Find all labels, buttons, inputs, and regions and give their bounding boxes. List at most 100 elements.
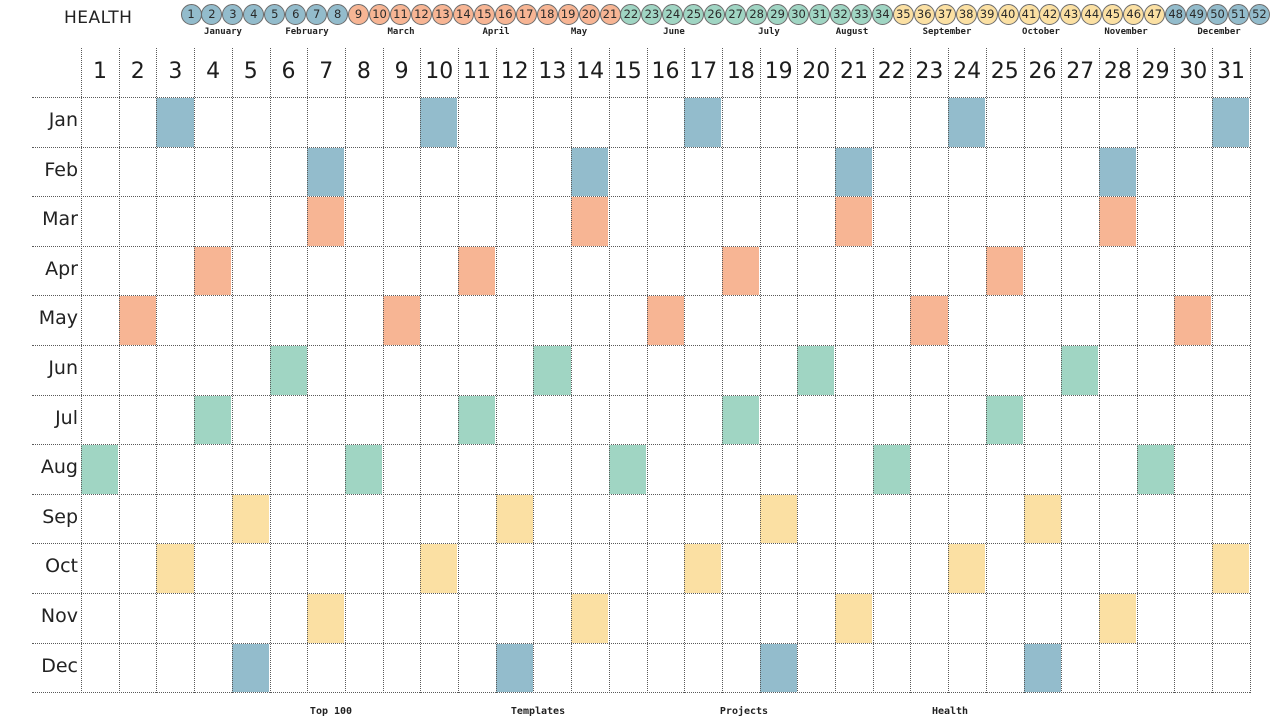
highlight-cell[interactable] bbox=[269, 346, 307, 395]
week-button[interactable]: 33 bbox=[850, 4, 872, 25]
week-button[interactable]: 35 bbox=[892, 4, 914, 25]
week-button[interactable]: 9 bbox=[348, 4, 370, 25]
highlight-cell[interactable] bbox=[382, 296, 420, 345]
month-link[interactable]: June bbox=[663, 27, 685, 37]
highlight-cell[interactable] bbox=[156, 98, 194, 147]
week-button[interactable]: 29 bbox=[767, 4, 789, 25]
week-button[interactable]: 2 bbox=[201, 4, 223, 25]
week-button[interactable]: 41 bbox=[1018, 4, 1040, 25]
highlight-cell[interactable] bbox=[608, 445, 646, 494]
week-button[interactable]: 48 bbox=[1165, 4, 1187, 25]
month-link[interactable]: September bbox=[922, 27, 972, 37]
week-button[interactable]: 38 bbox=[955, 4, 977, 25]
month-link[interactable]: May bbox=[570, 27, 588, 37]
week-button[interactable]: 17 bbox=[515, 4, 537, 25]
week-button[interactable]: 28 bbox=[746, 4, 768, 25]
highlight-cell[interactable] bbox=[420, 544, 458, 593]
highlight-cell[interactable] bbox=[646, 296, 684, 345]
highlight-cell[interactable] bbox=[948, 98, 986, 147]
highlight-cell[interactable] bbox=[948, 544, 986, 593]
highlight-cell[interactable] bbox=[118, 296, 156, 345]
week-button[interactable]: 6 bbox=[285, 4, 307, 25]
week-button[interactable]: 45 bbox=[1102, 4, 1124, 25]
month-link[interactable]: October bbox=[1022, 27, 1060, 37]
week-button[interactable]: 22 bbox=[620, 4, 642, 25]
month-link[interactable]: November bbox=[1104, 27, 1148, 37]
highlight-cell[interactable] bbox=[835, 147, 873, 197]
week-button[interactable]: 19 bbox=[557, 4, 579, 25]
week-button[interactable]: 7 bbox=[306, 4, 328, 25]
highlight-cell[interactable] bbox=[1212, 544, 1250, 593]
highlight-cell[interactable] bbox=[231, 643, 269, 693]
week-button[interactable]: 18 bbox=[536, 4, 558, 25]
week-button[interactable]: 14 bbox=[452, 4, 474, 25]
week-button[interactable]: 47 bbox=[1144, 4, 1166, 25]
highlight-cell[interactable] bbox=[1023, 643, 1061, 693]
month-link[interactable]: December bbox=[1197, 27, 1241, 37]
highlight-cell[interactable] bbox=[194, 395, 232, 445]
highlight-cell[interactable] bbox=[985, 395, 1023, 445]
highlight-cell[interactable] bbox=[985, 246, 1023, 296]
highlight-cell[interactable] bbox=[910, 296, 948, 345]
week-button[interactable]: 24 bbox=[662, 4, 684, 25]
month-link[interactable]: January bbox=[204, 27, 242, 37]
week-button[interactable]: 25 bbox=[683, 4, 705, 25]
highlight-cell[interactable] bbox=[156, 544, 194, 593]
highlight-cell[interactable] bbox=[1098, 197, 1137, 246]
highlight-cell[interactable] bbox=[495, 494, 533, 544]
highlight-cell[interactable] bbox=[344, 445, 383, 494]
footer-link[interactable]: Projects bbox=[719, 706, 769, 717]
highlight-cell[interactable] bbox=[307, 594, 345, 643]
month-link[interactable]: February bbox=[285, 27, 329, 37]
highlight-cell[interactable] bbox=[759, 494, 797, 544]
week-button[interactable]: 51 bbox=[1228, 4, 1249, 25]
week-button[interactable]: 13 bbox=[431, 4, 453, 25]
week-button[interactable]: 46 bbox=[1123, 4, 1145, 25]
week-button[interactable]: 30 bbox=[788, 4, 810, 25]
week-button[interactable]: 43 bbox=[1060, 4, 1082, 25]
footer-link[interactable]: Health bbox=[931, 706, 969, 717]
week-button[interactable]: 23 bbox=[641, 4, 663, 25]
week-button[interactable]: 4 bbox=[243, 4, 265, 25]
week-button[interactable]: 10 bbox=[369, 4, 391, 25]
week-button[interactable]: 15 bbox=[473, 4, 495, 25]
highlight-cell[interactable] bbox=[571, 147, 609, 197]
highlight-cell[interactable] bbox=[1098, 594, 1137, 643]
highlight-cell[interactable] bbox=[1212, 98, 1250, 147]
week-button[interactable]: 11 bbox=[390, 4, 411, 25]
highlight-cell[interactable] bbox=[1174, 296, 1212, 345]
week-button[interactable]: 27 bbox=[725, 4, 747, 25]
highlight-cell[interactable] bbox=[194, 246, 232, 296]
highlight-cell[interactable] bbox=[81, 445, 119, 494]
week-button[interactable]: 8 bbox=[327, 4, 349, 25]
week-button[interactable]: 32 bbox=[829, 4, 851, 25]
week-button[interactable]: 12 bbox=[410, 4, 432, 25]
week-button[interactable]: 42 bbox=[1039, 4, 1061, 25]
highlight-cell[interactable] bbox=[420, 98, 458, 147]
week-button[interactable]: 20 bbox=[578, 4, 600, 25]
highlight-cell[interactable] bbox=[797, 346, 835, 395]
week-button[interactable]: 50 bbox=[1207, 4, 1229, 25]
week-button[interactable]: 44 bbox=[1081, 4, 1103, 25]
week-button[interactable]: 34 bbox=[871, 4, 893, 25]
highlight-cell[interactable] bbox=[231, 494, 269, 544]
week-button[interactable]: 40 bbox=[997, 4, 1019, 25]
week-button[interactable]: 37 bbox=[934, 4, 956, 25]
highlight-cell[interactable] bbox=[759, 643, 797, 693]
week-button[interactable]: 21 bbox=[599, 4, 621, 25]
highlight-cell[interactable] bbox=[1023, 494, 1061, 544]
highlight-cell[interactable] bbox=[495, 643, 533, 693]
highlight-cell[interactable] bbox=[835, 197, 873, 246]
highlight-cell[interactable] bbox=[721, 395, 760, 445]
highlight-cell[interactable] bbox=[1136, 445, 1174, 494]
highlight-cell[interactable] bbox=[533, 346, 571, 395]
week-button[interactable]: 5 bbox=[264, 4, 286, 25]
month-link[interactable]: April bbox=[482, 27, 510, 37]
week-button[interactable]: 36 bbox=[913, 4, 935, 25]
highlight-cell[interactable] bbox=[307, 147, 345, 197]
highlight-cell[interactable] bbox=[1061, 346, 1099, 395]
highlight-cell[interactable] bbox=[571, 594, 609, 643]
week-button[interactable]: 3 bbox=[222, 4, 244, 25]
week-button[interactable]: 39 bbox=[976, 4, 998, 25]
highlight-cell[interactable] bbox=[458, 246, 496, 296]
